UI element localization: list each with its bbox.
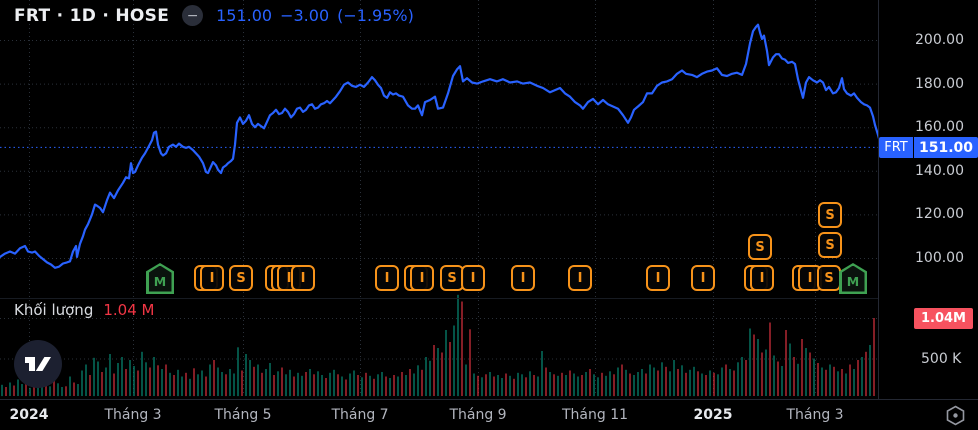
volume-bars bbox=[1, 294, 875, 397]
price-change: −3.00 bbox=[280, 6, 330, 25]
price-scale[interactable]: 200.00 180.00 160.00 140.00 120.00 100.00 FRT… bbox=[878, 0, 978, 399]
event-badge-i[interactable]: I bbox=[461, 265, 485, 291]
event-badge-i[interactable]: I bbox=[410, 265, 434, 291]
event-badge-i[interactable]: I bbox=[511, 265, 535, 291]
time-tick-label: 2024 bbox=[9, 407, 49, 423]
price-tick-label: 100.00 bbox=[915, 250, 964, 266]
time-tick-label: Tháng 3 bbox=[104, 407, 162, 423]
price-label-value: 151.00 bbox=[914, 137, 978, 158]
time-tick-label: Tháng 7 bbox=[331, 407, 389, 423]
price-tick-label: 200.00 bbox=[915, 32, 964, 48]
event-badge-i[interactable]: I bbox=[291, 265, 315, 291]
time-tick-label: Tháng 3 bbox=[786, 407, 844, 423]
price-line-series bbox=[0, 23, 878, 269]
last-price-label: FRT 151.00 bbox=[879, 137, 978, 158]
event-badge-i[interactable]: I bbox=[691, 265, 715, 291]
price-volume-canvas[interactable] bbox=[0, 0, 878, 397]
volume-value-label: 1.04M bbox=[914, 308, 973, 329]
price-label-symbol: FRT bbox=[879, 137, 913, 158]
time-tick-label: Tháng 5 bbox=[214, 407, 272, 423]
event-badge-i[interactable]: I bbox=[646, 265, 670, 291]
volume-scale-tick: 500 K bbox=[921, 351, 962, 367]
chart-legend: FRT · 1D · HOSE − 151.00 −3.00 (−1.95%) bbox=[14, 5, 414, 26]
volume-label: Khối lượng bbox=[14, 301, 94, 319]
event-badge-s[interactable]: S bbox=[748, 234, 772, 260]
symbol-title: FRT · 1D · HOSE bbox=[14, 5, 170, 26]
event-badge-m[interactable]: M bbox=[839, 263, 867, 294]
event-badge-i[interactable]: I bbox=[375, 265, 399, 291]
tradingview-logo[interactable] bbox=[14, 340, 62, 392]
collapse-legend-button[interactable]: − bbox=[182, 5, 204, 26]
event-badge-i[interactable]: I bbox=[200, 265, 224, 291]
time-tick-label: Tháng 9 bbox=[449, 407, 507, 423]
price-tick-label: 160.00 bbox=[915, 119, 964, 136]
volume-legend: Khối lượng 1.04 M bbox=[14, 301, 154, 319]
event-badge-s[interactable]: S bbox=[817, 265, 841, 291]
time-tick-label: Tháng 11 bbox=[561, 407, 629, 423]
event-badge-s[interactable]: S bbox=[229, 265, 253, 291]
event-badge-s[interactable]: S bbox=[440, 265, 464, 291]
volume-value: 1.04 M bbox=[103, 301, 155, 319]
price-tick-label: 140.00 bbox=[915, 162, 964, 179]
price-tick-label: 120.00 bbox=[915, 206, 964, 223]
event-badge-i[interactable]: I bbox=[750, 265, 774, 291]
price-change-percent: (−1.95%) bbox=[337, 6, 414, 25]
event-badge-s[interactable]: S bbox=[818, 232, 842, 258]
price-values: 151.00 −3.00 (−1.95%) bbox=[216, 6, 414, 25]
time-tick-label: 2025 bbox=[693, 407, 733, 423]
event-badge-s[interactable]: S bbox=[818, 202, 842, 228]
event-badge-i[interactable]: I bbox=[568, 265, 592, 291]
time-scale[interactable]: 2024 Tháng 3 Tháng 5 Tháng 7 Tháng 9 Tháng 11… bbox=[0, 399, 978, 430]
pane-separator[interactable] bbox=[0, 298, 878, 299]
price-tick-label: 180.00 bbox=[915, 75, 964, 92]
event-badge-m[interactable]: M bbox=[146, 263, 174, 294]
manage-panes-icon[interactable] bbox=[944, 404, 967, 430]
last-price: 151.00 bbox=[216, 6, 273, 25]
